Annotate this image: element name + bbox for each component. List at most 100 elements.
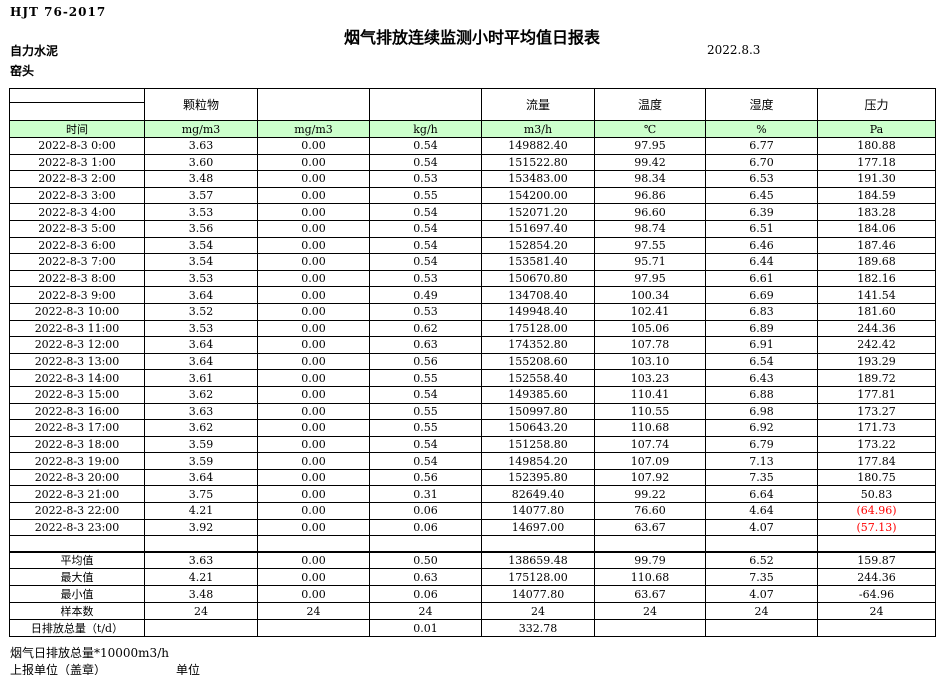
table-header: 颗粒物 流量 温度 湿度 压力 时间 mg/m3 mg/m3 kg/h m3/h… <box>9 88 936 138</box>
cell-pressure: 181.60 <box>817 302 936 321</box>
summary-label: 最小值 <box>9 585 145 603</box>
summary-cell-temperature: 110.68 <box>594 568 706 586</box>
cell-temperature: 63.67 <box>594 518 706 537</box>
summary-cell-rate: 0.63 <box>369 568 482 586</box>
cell-pm: 3.64 <box>144 352 258 371</box>
summary-row: 最大值 4.21 0.00 0.63 175128.00 110.68 7.35… <box>9 568 936 586</box>
cell-temperature: 98.34 <box>594 170 706 188</box>
cell-pm: 4.21 <box>144 502 258 520</box>
station-name: 窑头 <box>10 64 35 78</box>
cell-pm2: 0.00 <box>257 385 370 404</box>
company-name: 自力水泥 <box>10 44 59 58</box>
summary-cell-humidity: 7.35 <box>705 568 818 586</box>
cell-pm: 3.64 <box>144 286 258 304</box>
cell-pressure: (57.13) <box>817 518 936 537</box>
summary-cell-rate: 0.01 <box>369 619 482 637</box>
summary-label: 日排放总量（t/d） <box>9 619 145 637</box>
cell-pm2: 0.00 <box>257 502 370 520</box>
cell-pressure: 187.46 <box>817 236 936 255</box>
cell-rate: 0.54 <box>369 385 482 404</box>
report-date: 2022.8.3 <box>707 43 761 57</box>
cell-pressure: 189.72 <box>817 369 936 387</box>
cell-pressure: 244.36 <box>817 319 936 338</box>
cell-flow: 14697.00 <box>481 518 595 537</box>
cell-pm2: 0.00 <box>257 468 370 487</box>
cell-pm2: 0.00 <box>257 369 370 387</box>
header-humidity: 湿度 <box>705 88 818 121</box>
cell-pm <box>144 535 258 553</box>
header-blank-1 <box>257 88 370 121</box>
cell-temperature: 107.92 <box>594 468 706 487</box>
summary-cell-humidity: 6.52 <box>705 551 818 569</box>
cell-temperature: 98.74 <box>594 219 706 238</box>
cell-time: 2022-8-3 7:00 <box>9 253 145 271</box>
cell-rate: 0.55 <box>369 419 482 437</box>
cell-flow: 152395.80 <box>481 468 595 487</box>
cell-pressure: 184.59 <box>817 186 936 205</box>
cell-rate: 0.54 <box>369 137 482 155</box>
cell-pressure: 189.68 <box>817 253 936 271</box>
summary-row: 样本数 24 24 24 24 24 24 24 <box>9 602 936 620</box>
table-row: 2022-8-3 0:00 3.63 0.00 0.54 149882.40 9… <box>9 137 936 155</box>
cell-humidity: 6.39 <box>705 203 818 221</box>
header-pressure: 压力 <box>817 88 936 121</box>
table-row: 2022-8-3 20:00 3.64 0.00 0.56 152395.80 … <box>9 468 936 487</box>
summary-cell-pm2 <box>257 619 370 637</box>
header-blank-2 <box>369 88 482 121</box>
cell-pm2: 0.00 <box>257 452 370 470</box>
cell-pm: 3.48 <box>144 170 258 188</box>
summary-cell-pressure: 24 <box>817 602 936 620</box>
cell-time: 2022-8-3 12:00 <box>9 336 145 354</box>
cell-pm2: 0.00 <box>257 153 370 172</box>
cell-humidity: 6.88 <box>705 385 818 404</box>
cell-pm2 <box>257 535 370 553</box>
cell-pm: 3.57 <box>144 186 258 205</box>
cell-flow: 153483.00 <box>481 170 595 188</box>
unit-pm2: mg/m3 <box>257 120 370 138</box>
cell-flow: 151258.80 <box>481 435 595 454</box>
cell-rate: 0.53 <box>369 269 482 288</box>
cell-temperature: 102.41 <box>594 302 706 321</box>
cell-temperature: 99.22 <box>594 485 706 504</box>
cell-pressure: 177.81 <box>817 385 936 404</box>
summary-cell-humidity <box>705 619 818 637</box>
cell-flow: 134708.40 <box>481 286 595 304</box>
cell-time: 2022-8-3 6:00 <box>9 236 145 255</box>
cell-pm: 3.54 <box>144 253 258 271</box>
cell-flow: 82649.40 <box>481 485 595 504</box>
hourly-data-table: 颗粒物 流量 温度 湿度 压力 时间 mg/m3 mg/m3 kg/h m3/h… <box>9 88 936 553</box>
cell-temperature: 95.71 <box>594 253 706 271</box>
cell-pressure: 180.75 <box>817 468 936 487</box>
cell-time: 2022-8-3 22:00 <box>9 502 145 520</box>
cell-flow: 150997.80 <box>481 402 595 421</box>
cell-humidity: 6.98 <box>705 402 818 421</box>
cell-pm2: 0.00 <box>257 286 370 304</box>
cell-humidity: 6.51 <box>705 219 818 238</box>
cell-rate: 0.54 <box>369 203 482 221</box>
cell-temperature: 97.95 <box>594 137 706 155</box>
cell-flow: 152071.20 <box>481 203 595 221</box>
cell-pressure: 182.16 <box>817 269 936 288</box>
table-row: 2022-8-3 12:00 3.64 0.00 0.63 174352.80 … <box>9 336 936 354</box>
cell-time: 2022-8-3 10:00 <box>9 302 145 321</box>
summary-cell-temperature: 99.79 <box>594 551 706 569</box>
cell-flow: 151522.80 <box>481 153 595 172</box>
cell-pm2: 0.00 <box>257 518 370 537</box>
cell-pm2: 0.00 <box>257 219 370 238</box>
cell-pm: 3.62 <box>144 385 258 404</box>
summary-table: 平均值 3.63 0.00 0.50 138659.48 99.79 6.52 … <box>9 551 936 637</box>
summary-cell-pressure: -64.96 <box>817 585 936 603</box>
cell-time: 2022-8-3 4:00 <box>9 203 145 221</box>
summary-cell-humidity: 4.07 <box>705 585 818 603</box>
summary-cell-pressure: 159.87 <box>817 551 936 569</box>
table-row: 2022-8-3 4:00 3.53 0.00 0.54 152071.20 9… <box>9 203 936 221</box>
cell-pressure: (64.96) <box>817 502 936 520</box>
cell-time: 2022-8-3 23:00 <box>9 518 145 537</box>
summary-row: 最小值 3.48 0.00 0.06 14077.80 63.67 4.07 -… <box>9 585 936 603</box>
cell-pm2: 0.00 <box>257 236 370 255</box>
cell-temperature: 76.60 <box>594 502 706 520</box>
cell-rate: 0.53 <box>369 170 482 188</box>
cell-temperature <box>594 535 706 553</box>
summary-cell-pm: 3.48 <box>144 585 258 603</box>
